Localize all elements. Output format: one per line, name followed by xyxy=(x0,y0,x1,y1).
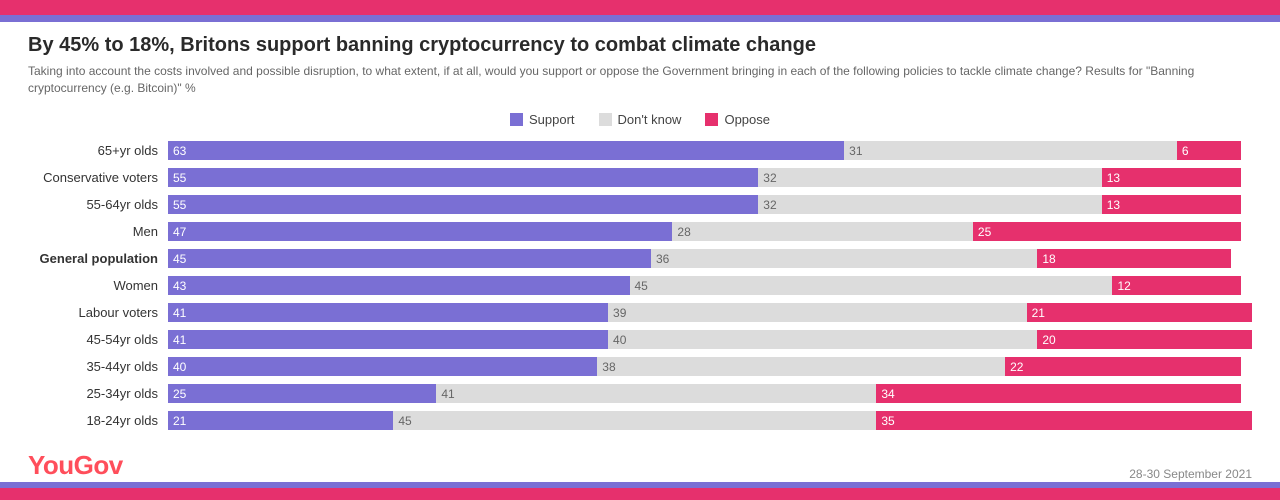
bar-segment-oppose: 20 xyxy=(1037,330,1252,349)
bar-segment-dontknow: 36 xyxy=(651,249,1037,268)
survey-date: 28-30 September 2021 xyxy=(1129,467,1252,481)
bottom-band xyxy=(0,482,1280,500)
bar-segment-dontknow: 28 xyxy=(672,222,973,241)
stacked-bar: 63316 xyxy=(168,141,1252,160)
bar-segment-oppose: 18 xyxy=(1037,249,1230,268)
yougov-logo: YouGov xyxy=(28,450,123,481)
stacked-bar: 403822 xyxy=(168,357,1252,376)
bar-segment-oppose: 21 xyxy=(1027,303,1252,322)
row-label: 65+yr olds xyxy=(28,143,168,158)
legend-oppose-label: Oppose xyxy=(724,112,770,127)
top-purple-bar xyxy=(0,15,1280,22)
bar-segment-dontknow: 32 xyxy=(758,195,1101,214)
chart-row: Conservative voters553213 xyxy=(28,166,1252,190)
chart-row: 35-44yr olds403822 xyxy=(28,355,1252,379)
bar-segment-oppose: 13 xyxy=(1102,195,1242,214)
bar-segment-support: 41 xyxy=(168,330,608,349)
bar-segment-oppose: 25 xyxy=(973,222,1241,241)
bar-segment-dontknow: 39 xyxy=(608,303,1027,322)
row-label: Women xyxy=(28,278,168,293)
row-label: 18-24yr olds xyxy=(28,413,168,428)
chart-row: 65+yr olds63316 xyxy=(28,139,1252,163)
stacked-bar: 214535 xyxy=(168,411,1252,430)
bar-segment-dontknow: 45 xyxy=(630,276,1113,295)
bar-segment-support: 25 xyxy=(168,384,436,403)
row-label: 55-64yr olds xyxy=(28,197,168,212)
stacked-bar: 254134 xyxy=(168,384,1252,403)
bar-segment-oppose: 34 xyxy=(876,384,1241,403)
bar-segment-dontknow: 31 xyxy=(844,141,1177,160)
content-area: By 45% to 18%, Britons support banning c… xyxy=(0,22,1280,433)
legend-dontknow: Don't know xyxy=(599,112,682,127)
bar-segment-dontknow: 38 xyxy=(597,357,1005,376)
bar-segment-support: 47 xyxy=(168,222,672,241)
legend-oppose-swatch xyxy=(705,113,718,126)
chart-title: By 45% to 18%, Britons support banning c… xyxy=(28,34,1252,57)
row-label: Labour voters xyxy=(28,305,168,320)
stacked-bar: 472825 xyxy=(168,222,1252,241)
legend-support: Support xyxy=(510,112,575,127)
bar-segment-support: 21 xyxy=(168,411,393,430)
legend-dontknow-label: Don't know xyxy=(618,112,682,127)
row-label: General population xyxy=(28,251,168,266)
bar-segment-dontknow: 40 xyxy=(608,330,1037,349)
bar-segment-support: 41 xyxy=(168,303,608,322)
stacked-bar: 553213 xyxy=(168,168,1252,187)
bar-segment-oppose: 22 xyxy=(1005,357,1241,376)
chart-row: 25-34yr olds254134 xyxy=(28,382,1252,406)
bar-segment-support: 40 xyxy=(168,357,597,376)
chart-row: 18-24yr olds214535 xyxy=(28,409,1252,433)
chart-row: Women434512 xyxy=(28,274,1252,298)
bar-segment-support: 63 xyxy=(168,141,844,160)
row-label: 25-34yr olds xyxy=(28,386,168,401)
bar-chart: 65+yr olds63316Conservative voters553213… xyxy=(28,139,1252,433)
stacked-bar: 453618 xyxy=(168,249,1252,268)
bar-segment-oppose: 12 xyxy=(1112,276,1241,295)
legend-support-swatch xyxy=(510,113,523,126)
bar-segment-dontknow: 45 xyxy=(393,411,876,430)
chart-subtitle: Taking into account the costs involved a… xyxy=(28,63,1252,98)
chart-row: Men472825 xyxy=(28,220,1252,244)
row-label: Conservative voters xyxy=(28,170,168,185)
bar-segment-dontknow: 41 xyxy=(436,384,876,403)
legend: Support Don't know Oppose xyxy=(28,112,1252,127)
bar-segment-support: 45 xyxy=(168,249,651,268)
stacked-bar: 553213 xyxy=(168,195,1252,214)
row-label: Men xyxy=(28,224,168,239)
bottom-pink-bar xyxy=(0,488,1280,500)
stacked-bar: 414020 xyxy=(168,330,1252,349)
legend-support-label: Support xyxy=(529,112,575,127)
chart-row: 55-64yr olds553213 xyxy=(28,193,1252,217)
top-pink-bar xyxy=(0,0,1280,15)
row-label: 35-44yr olds xyxy=(28,359,168,374)
stacked-bar: 413921 xyxy=(168,303,1252,322)
stacked-bar: 434512 xyxy=(168,276,1252,295)
legend-dontknow-swatch xyxy=(599,113,612,126)
bar-segment-support: 43 xyxy=(168,276,630,295)
bar-segment-oppose: 35 xyxy=(876,411,1252,430)
chart-row: Labour voters413921 xyxy=(28,301,1252,325)
footer: YouGov 28-30 September 2021 xyxy=(0,436,1280,481)
bar-segment-oppose: 6 xyxy=(1177,141,1241,160)
row-label: 45-54yr olds xyxy=(28,332,168,347)
bar-segment-dontknow: 32 xyxy=(758,168,1101,187)
top-band xyxy=(0,0,1280,22)
bar-segment-support: 55 xyxy=(168,168,758,187)
bar-segment-oppose: 13 xyxy=(1102,168,1242,187)
bar-segment-support: 55 xyxy=(168,195,758,214)
legend-oppose: Oppose xyxy=(705,112,770,127)
chart-row: General population453618 xyxy=(28,247,1252,271)
chart-row: 45-54yr olds414020 xyxy=(28,328,1252,352)
